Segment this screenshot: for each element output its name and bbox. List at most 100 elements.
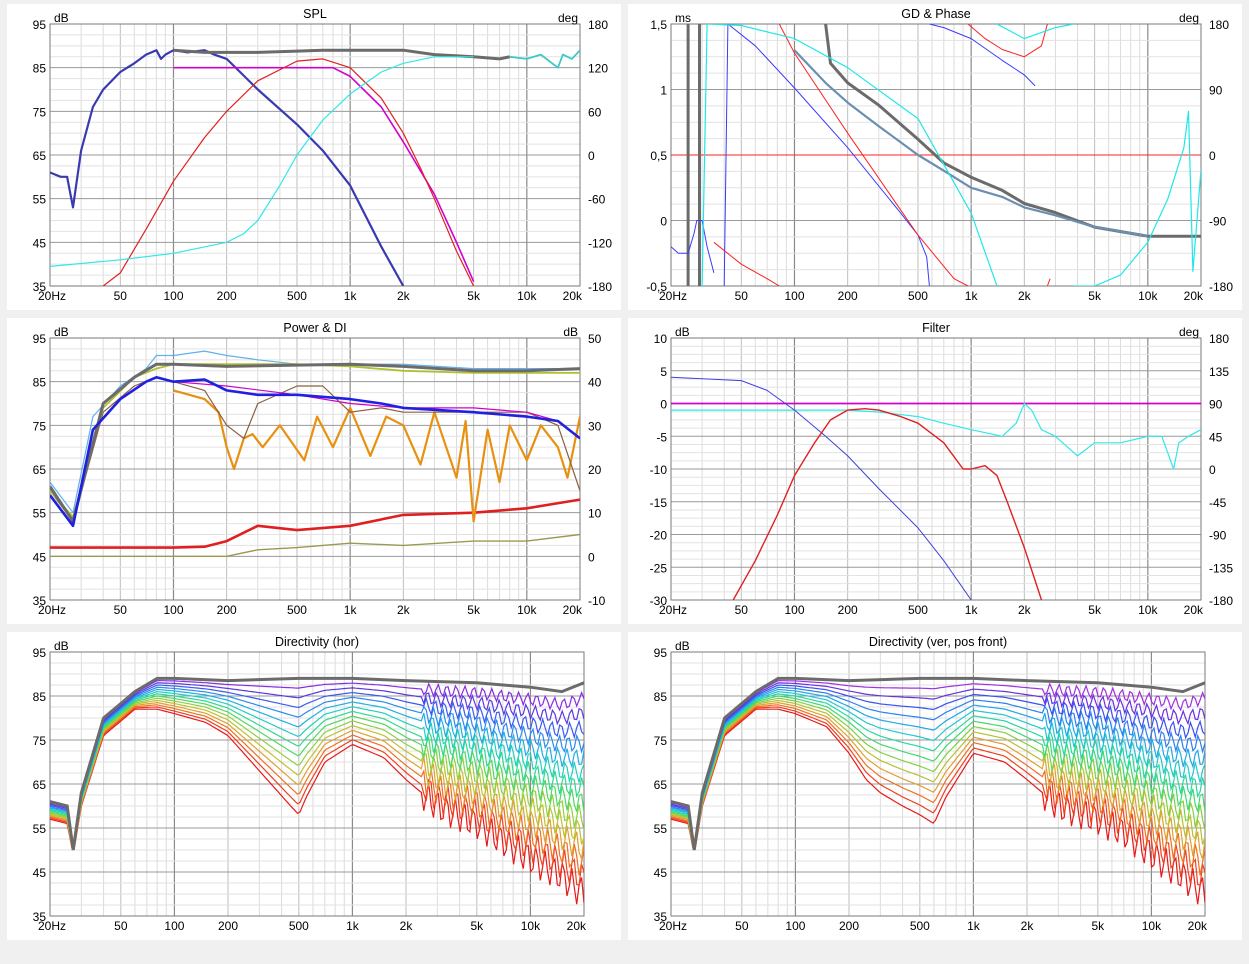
y2-tick-label: 90	[1209, 398, 1223, 412]
y2-tick-label: -135	[1209, 561, 1233, 575]
directivity-curve	[671, 708, 1205, 905]
x-tick-label: 20k	[1184, 289, 1204, 303]
series-line	[701, 24, 998, 286]
directivity-curve	[50, 704, 584, 876]
x-tick-label: 50	[114, 919, 128, 933]
series-line	[713, 241, 780, 286]
y2-tick-label: 0	[588, 550, 595, 564]
y-tick-label: 0,5	[650, 149, 667, 163]
directivity-curve	[50, 684, 584, 845]
x-tick-label: 100	[163, 289, 183, 303]
directivity-curve	[50, 688, 584, 846]
y-tick-label: 35	[33, 594, 47, 608]
x-tick-label: 500	[910, 919, 930, 933]
y2-tick-label: 120	[588, 62, 608, 76]
y2-tick-label: 90	[1209, 84, 1223, 98]
series-line	[50, 362, 580, 523]
series-line	[173, 48, 511, 61]
x-tick-label: 10k	[1142, 919, 1162, 933]
x-tick-label: 500	[289, 919, 309, 933]
directivity-curve	[671, 691, 1205, 846]
left-unit-label: dB	[675, 639, 690, 653]
chart-title: SPL	[303, 7, 327, 21]
x-tick-label: 20Hz	[659, 289, 687, 303]
y2-tick-label: -90	[1209, 215, 1227, 229]
series-line	[173, 381, 559, 422]
x-tick-label: 50	[114, 289, 128, 303]
y2-tick-label: 180	[588, 18, 608, 32]
x-tick-label: 20k	[1184, 603, 1204, 617]
series-line	[929, 24, 1036, 87]
grid	[670, 651, 1206, 917]
left-unit-label: dB	[54, 11, 69, 25]
series-line	[173, 66, 475, 282]
y-tick-label: 85	[33, 690, 47, 704]
directivity-curve	[50, 708, 584, 905]
y-tick-label: -20	[650, 529, 668, 543]
x-tick-label: 20Hz	[38, 919, 66, 933]
directivity-ver-panel: Directivity (ver, pos front) 95 85 75 65 55 45…	[628, 632, 1242, 940]
series-line	[50, 498, 580, 549]
dirhor-chart: Directivity (hor) 95 85 75 65 55 45 35 dB 20Hz 50 1…	[33, 635, 587, 933]
y-tick-label: 55	[33, 193, 47, 207]
series-line	[50, 49, 405, 286]
x-tick-label: 200	[217, 289, 237, 303]
y2-tick-label: 20	[588, 463, 602, 477]
y-tick-label: 75	[33, 419, 47, 433]
left-unit-label: dB	[54, 325, 69, 339]
y2-tick-label: -60	[588, 193, 606, 207]
y2-tick-label: 50	[588, 332, 602, 346]
directivity-curve	[671, 684, 1205, 845]
series-line	[50, 56, 474, 267]
left-unit-label: ms	[675, 11, 691, 25]
x-tick-label: 20k	[567, 919, 587, 933]
x-tick-label: 1k	[344, 603, 358, 617]
y-tick-label: 75	[654, 734, 668, 748]
x-tick-label: 20Hz	[659, 603, 687, 617]
y-tick-label: 35	[33, 280, 47, 294]
y-tick-label: -10	[650, 463, 668, 477]
y2-tick-label: 40	[588, 376, 602, 390]
directivity-curve	[671, 695, 1205, 847]
dirver-chart: Directivity (ver, pos front) 95 85 75 65 55 45…	[654, 635, 1208, 933]
power-di-panel: Power & DI 95 85 75 65 55 45 35 dB 50 40 30 20 10 0 -10…	[7, 318, 621, 624]
x-tick-label: 20k	[563, 603, 583, 617]
y2-tick-label: 180	[1209, 18, 1229, 32]
y-tick-label: 1,5	[650, 18, 667, 32]
series-line	[732, 408, 1043, 600]
x-tick-label: 50	[735, 603, 749, 617]
directivity-curve	[50, 682, 584, 845]
y2-tick-label: 60	[588, 105, 602, 119]
plot-frame	[670, 651, 1206, 917]
y2-tick-label: 45	[1209, 430, 1223, 444]
series-line	[671, 220, 715, 274]
plot-frame	[49, 651, 585, 917]
grid	[670, 337, 1202, 601]
left-unit-label: dB	[675, 325, 690, 339]
right-unit-label: deg	[1179, 11, 1199, 25]
curves	[50, 676, 584, 905]
y-tick-label: 75	[33, 734, 47, 748]
curves	[671, 24, 1201, 286]
directivity-on-axis	[50, 676, 584, 851]
x-tick-label: 100	[784, 603, 804, 617]
x-tick-label: 1k	[965, 289, 979, 303]
chart-title: Power & DI	[283, 321, 346, 335]
gdphase-chart: GD & Phase 1,5 1 0,5 0 -0,5 ms 180 90 0 -90 -180 deg…	[646, 7, 1233, 303]
series-line	[671, 376, 972, 600]
plot-frame	[49, 337, 581, 601]
x-tick-label: 1k	[967, 919, 981, 933]
x-tick-label: 500	[908, 603, 928, 617]
series-line	[102, 58, 475, 286]
x-tick-label: 10k	[517, 289, 537, 303]
x-tick-label: 100	[163, 603, 183, 617]
x-tick-label: 500	[287, 603, 307, 617]
x-tick-label: 1k	[344, 289, 358, 303]
y-tick-label: 45	[33, 866, 47, 880]
series-line	[1046, 278, 1051, 286]
directivity-curve	[671, 688, 1205, 846]
x-tick-label: 10k	[521, 919, 541, 933]
